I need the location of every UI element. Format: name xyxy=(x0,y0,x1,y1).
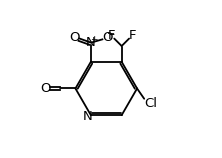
Text: F: F xyxy=(129,29,136,42)
Text: +: + xyxy=(90,35,97,44)
Text: O: O xyxy=(40,82,51,95)
Text: O: O xyxy=(102,31,112,44)
Text: N: N xyxy=(83,110,93,123)
Text: F: F xyxy=(108,29,115,42)
Text: N: N xyxy=(86,36,96,49)
Text: O: O xyxy=(69,31,79,44)
Text: −: − xyxy=(107,29,115,40)
Text: Cl: Cl xyxy=(144,97,157,110)
